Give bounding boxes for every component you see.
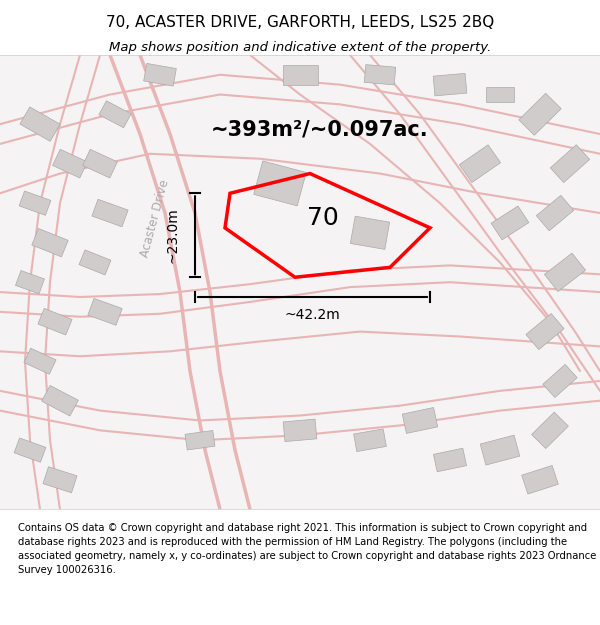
Polygon shape xyxy=(20,107,60,141)
Polygon shape xyxy=(41,386,79,416)
Polygon shape xyxy=(544,253,586,291)
Polygon shape xyxy=(402,408,438,433)
Polygon shape xyxy=(364,64,396,85)
Polygon shape xyxy=(433,448,467,472)
Text: Acaster Drive: Acaster Drive xyxy=(139,177,172,258)
Polygon shape xyxy=(536,196,574,231)
Polygon shape xyxy=(88,298,122,325)
Text: ~42.2m: ~42.2m xyxy=(284,308,340,322)
Polygon shape xyxy=(433,73,467,96)
Polygon shape xyxy=(143,63,176,86)
Polygon shape xyxy=(480,435,520,465)
Text: Map shows position and indicative extent of the property.: Map shows position and indicative extent… xyxy=(109,41,491,54)
Polygon shape xyxy=(83,149,118,178)
Text: Contains OS data © Crown copyright and database right 2021. This information is : Contains OS data © Crown copyright and d… xyxy=(18,523,596,575)
Polygon shape xyxy=(486,87,514,103)
Polygon shape xyxy=(519,93,561,135)
Polygon shape xyxy=(53,149,88,178)
Polygon shape xyxy=(283,419,317,442)
Polygon shape xyxy=(14,438,46,462)
Polygon shape xyxy=(24,348,56,374)
Polygon shape xyxy=(543,364,577,398)
Text: 70: 70 xyxy=(307,206,339,230)
Polygon shape xyxy=(32,229,68,257)
Polygon shape xyxy=(532,412,568,449)
Polygon shape xyxy=(99,101,131,127)
Text: 70, ACASTER DRIVE, GARFORTH, LEEDS, LS25 2BQ: 70, ACASTER DRIVE, GARFORTH, LEEDS, LS25… xyxy=(106,16,494,31)
Polygon shape xyxy=(43,467,77,492)
Polygon shape xyxy=(79,250,111,275)
Polygon shape xyxy=(19,191,51,216)
Polygon shape xyxy=(92,199,128,227)
Polygon shape xyxy=(38,308,72,335)
Polygon shape xyxy=(254,161,306,206)
Polygon shape xyxy=(16,271,44,294)
Polygon shape xyxy=(521,466,559,494)
Polygon shape xyxy=(491,206,529,240)
Polygon shape xyxy=(353,429,386,451)
Polygon shape xyxy=(460,145,500,182)
Text: ~23.0m: ~23.0m xyxy=(166,208,180,263)
Polygon shape xyxy=(550,145,590,182)
Polygon shape xyxy=(283,65,317,84)
Polygon shape xyxy=(185,431,215,450)
Text: ~393m²/~0.097ac.: ~393m²/~0.097ac. xyxy=(211,119,429,139)
Polygon shape xyxy=(350,216,389,249)
Polygon shape xyxy=(526,314,564,349)
